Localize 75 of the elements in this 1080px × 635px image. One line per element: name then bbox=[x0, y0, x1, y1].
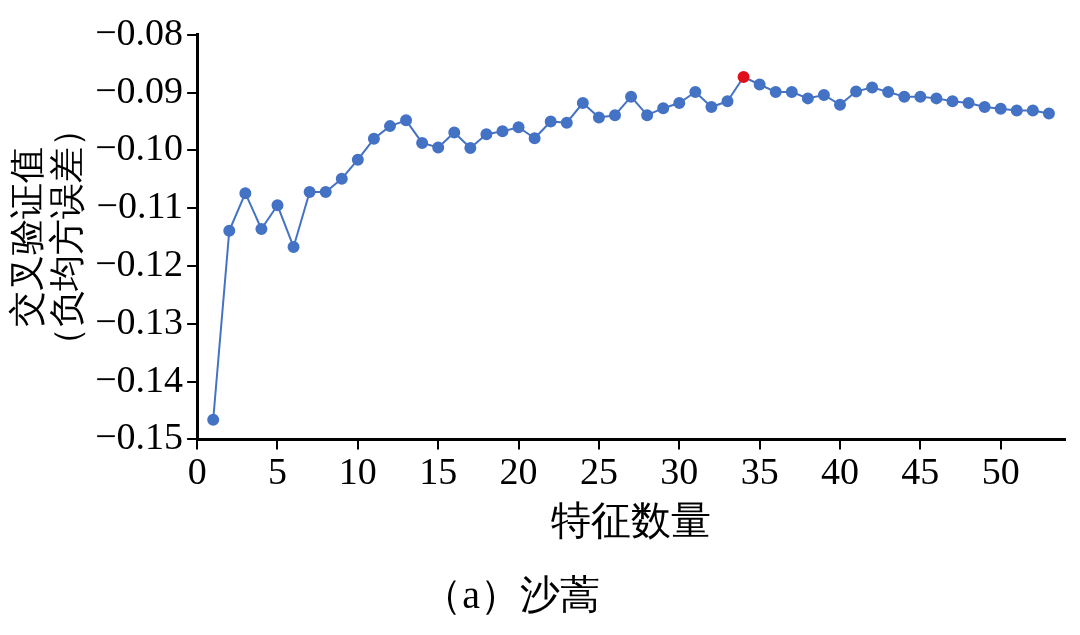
point bbox=[416, 136, 429, 149]
point bbox=[383, 120, 396, 133]
point bbox=[737, 70, 750, 83]
x-tick-label: 5 bbox=[267, 450, 287, 493]
point bbox=[319, 186, 332, 199]
point bbox=[689, 86, 702, 99]
point bbox=[528, 132, 541, 145]
point bbox=[367, 132, 380, 145]
point bbox=[785, 86, 798, 99]
point bbox=[496, 125, 509, 138]
y-tick-label: −0.14 bbox=[95, 357, 184, 400]
point bbox=[1042, 107, 1055, 120]
x-tick-label: 45 bbox=[901, 450, 940, 493]
point bbox=[255, 223, 268, 236]
point bbox=[753, 78, 766, 91]
x-tick-label: 50 bbox=[981, 450, 1020, 493]
y-tick-label: −0.12 bbox=[95, 241, 184, 284]
point bbox=[801, 92, 814, 105]
x-tick-label: 0 bbox=[187, 450, 207, 493]
point bbox=[480, 128, 493, 141]
point bbox=[608, 109, 621, 122]
point bbox=[769, 86, 782, 99]
point bbox=[512, 121, 525, 134]
point bbox=[544, 115, 557, 128]
point bbox=[673, 97, 686, 109]
point bbox=[464, 142, 477, 155]
point bbox=[303, 186, 316, 199]
x-tick-label: 35 bbox=[740, 450, 779, 493]
point bbox=[657, 102, 670, 115]
point bbox=[223, 224, 236, 237]
x-tick-label: 40 bbox=[821, 450, 859, 493]
point bbox=[946, 95, 959, 108]
point bbox=[271, 199, 284, 212]
point bbox=[287, 240, 300, 253]
point bbox=[930, 92, 943, 105]
point bbox=[1010, 104, 1023, 117]
point bbox=[592, 111, 605, 124]
point bbox=[817, 88, 830, 101]
y-tick-label: −0.10 bbox=[95, 126, 184, 169]
x-tick-label: 30 bbox=[660, 450, 699, 493]
point bbox=[625, 90, 638, 103]
point bbox=[335, 172, 348, 185]
point bbox=[560, 116, 573, 129]
point bbox=[721, 95, 734, 108]
point bbox=[994, 102, 1007, 115]
point bbox=[898, 90, 911, 103]
x-axis-title: 特征数量 bbox=[551, 497, 712, 543]
point bbox=[1026, 104, 1039, 117]
point bbox=[850, 85, 863, 98]
point bbox=[239, 187, 252, 200]
point bbox=[400, 114, 413, 127]
point bbox=[448, 126, 461, 139]
x-tick-label: 10 bbox=[338, 450, 377, 493]
point bbox=[576, 97, 589, 109]
y-tick-label: −0.11 bbox=[96, 184, 184, 227]
point bbox=[207, 413, 220, 426]
point bbox=[432, 141, 445, 154]
point bbox=[834, 98, 846, 111]
x-tick-label: 15 bbox=[419, 450, 458, 493]
point bbox=[351, 153, 364, 166]
x-tick-label: 20 bbox=[499, 450, 538, 493]
point bbox=[705, 101, 718, 114]
point bbox=[978, 101, 991, 114]
x-tick-label: 25 bbox=[579, 450, 618, 493]
point bbox=[882, 86, 895, 99]
y-tick-label: −0.13 bbox=[95, 299, 184, 342]
y-tick-label: −0.15 bbox=[95, 415, 184, 458]
point bbox=[866, 81, 879, 94]
point bbox=[962, 97, 975, 109]
y-axis-title: 交叉验证值（负均方误差） bbox=[7, 111, 87, 364]
point bbox=[641, 109, 654, 122]
y-tick-label: −0.08 bbox=[95, 10, 184, 53]
text: （a）沙蒿 bbox=[422, 571, 600, 617]
point bbox=[914, 90, 927, 103]
y-tick-label: −0.09 bbox=[95, 68, 184, 111]
